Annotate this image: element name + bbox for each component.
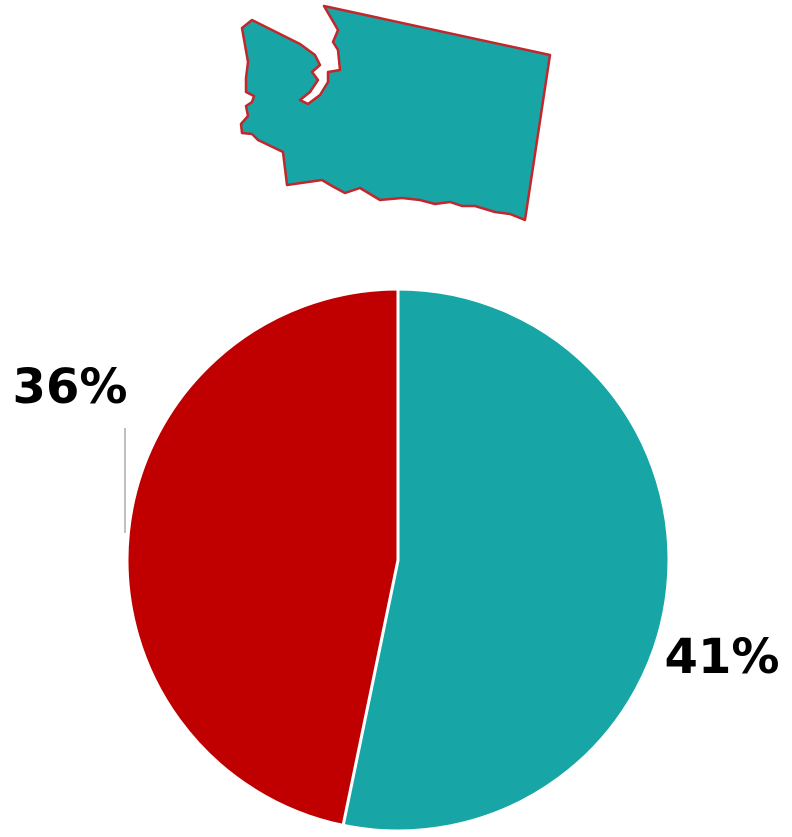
pie-slice <box>341 287 671 833</box>
pie-slice <box>125 287 400 828</box>
washington-map <box>239 4 552 222</box>
data-label: 41% <box>665 629 780 685</box>
data-label: 36% <box>13 359 128 415</box>
